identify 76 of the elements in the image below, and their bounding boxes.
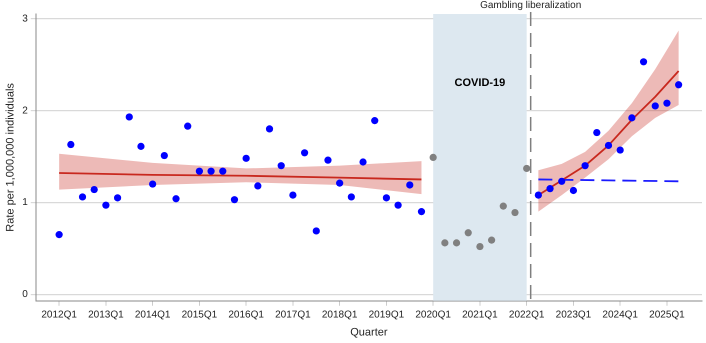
point: [371, 117, 378, 124]
point: [67, 140, 74, 148]
point: [149, 180, 156, 188]
point: [604, 142, 612, 150]
x-tick-label: 2021Q1: [462, 310, 498, 321]
point: [523, 164, 530, 172]
point: [593, 128, 600, 136]
point: [300, 149, 308, 156]
point: [230, 196, 238, 204]
ref-line-label: Gambling liberalization: [480, 0, 582, 11]
point: [570, 186, 578, 194]
x-tick-label: 2016Q1: [228, 310, 264, 321]
point: [511, 208, 519, 216]
point: [56, 231, 63, 238]
point: [628, 114, 636, 122]
point: [616, 146, 624, 154]
point: [219, 168, 226, 175]
point: [160, 152, 168, 160]
x-tick-label: 2020Q1: [415, 310, 452, 321]
point: [78, 193, 86, 201]
point: [126, 113, 133, 121]
point: [102, 202, 110, 209]
point: [430, 154, 437, 161]
point: [184, 122, 192, 130]
y-tick-label: 1: [22, 197, 28, 208]
point: [266, 125, 274, 133]
point: [500, 202, 507, 210]
point: [242, 154, 250, 162]
point: [546, 185, 554, 192]
point: [312, 227, 320, 235]
point: [418, 208, 426, 216]
x-axis-title: Quarter: [350, 326, 388, 338]
point: [640, 58, 648, 66]
point: [394, 202, 402, 209]
x-tick-label: 2019Q1: [368, 310, 405, 321]
point: [382, 194, 390, 202]
point: [488, 236, 496, 244]
y-tick-label: 3: [22, 13, 28, 24]
point: [582, 162, 589, 170]
x-tick-label: 2014Q1: [134, 310, 171, 321]
point: [196, 168, 203, 175]
point: [534, 191, 542, 199]
band-label: COVID-19: [454, 76, 506, 89]
point: [90, 186, 98, 194]
x-tick-label: 2012Q1: [41, 310, 78, 321]
x-tick-label: 2015Q1: [182, 310, 218, 321]
point: [452, 239, 460, 246]
point: [476, 242, 484, 250]
y-tick-label: 0: [22, 289, 28, 300]
point: [406, 181, 414, 189]
point: [207, 168, 215, 175]
point: [114, 194, 122, 202]
point: [348, 193, 355, 201]
x-tick-label: 2017Q1: [275, 310, 312, 321]
point: [558, 178, 566, 185]
y-tick-label: 2: [22, 105, 28, 116]
point: [359, 158, 367, 166]
y-axis-title: Rate per 1,000,000 individuals: [4, 82, 17, 232]
point: [324, 156, 332, 164]
point: [663, 100, 671, 107]
point: [464, 229, 472, 236]
point: [137, 142, 145, 150]
point: [652, 102, 659, 110]
point: [289, 191, 297, 199]
x-tick-label: 2024Q1: [602, 310, 638, 321]
x-tick-label: 2018Q1: [322, 310, 358, 321]
x-tick-label: 2025Q1: [649, 310, 686, 321]
x-tick-label: 2013Q1: [88, 310, 124, 321]
point: [172, 195, 180, 202]
x-tick-label: 2022Q1: [508, 310, 545, 321]
x-tick-label: 2023Q1: [556, 310, 592, 321]
point: [441, 239, 448, 246]
point: [675, 81, 682, 88]
point: [336, 180, 344, 187]
point: [278, 162, 285, 170]
point: [254, 182, 262, 190]
